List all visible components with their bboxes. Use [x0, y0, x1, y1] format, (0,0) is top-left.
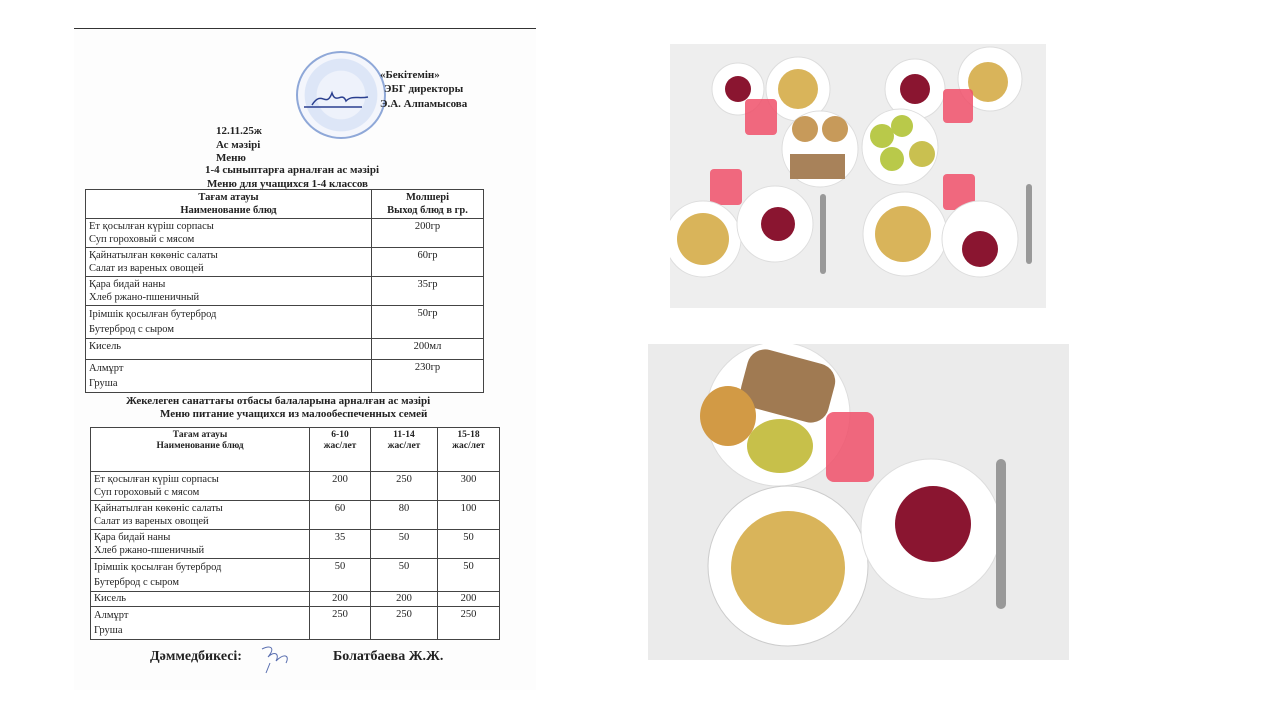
- table-row: Қайнатылған көкөніс салаты Салат из варен…: [90, 500, 500, 530]
- table-row: Қайнатылған көкөніс салаты Салат из варен…: [85, 247, 484, 277]
- director-signature: [304, 90, 369, 108]
- footer-name: Болатбаева Ж.Ж.: [333, 649, 444, 664]
- table-row: Кисель 200 200 200: [90, 591, 500, 607]
- photo-lunch-plate-closeup: [648, 344, 1069, 660]
- section2-title-kz: Жекелеген санаттағы отбасы балаларына ар…: [126, 395, 431, 407]
- table-row: Ет қосылған күріш сорпасы Суп гороховый с…: [85, 218, 484, 248]
- menu-date: 12.11.25ж: [216, 125, 262, 137]
- table-row: Ірімшік қосылған бутерброд Бутерброд с сы…: [85, 305, 484, 339]
- approval-line-3: Э.А. Алпамысова: [380, 98, 468, 110]
- menu-title-kz: Ас мәзірі: [216, 139, 261, 151]
- menu-title-ru: Меню: [216, 152, 246, 164]
- section2-title-ru: Меню питание учащихся из малообеспеченны…: [160, 408, 428, 420]
- menu-subtitle-ru: Меню для учащихся 1-4 классов: [207, 178, 368, 190]
- nurse-signature: [261, 646, 288, 674]
- table-row: Қара бидай наны Хлеб ржано-пшеничный 35 50 5…: [90, 529, 500, 559]
- footer-role: Дәммедбикесі:: [150, 649, 242, 664]
- table-row: Алмұрт Груша 230гр: [85, 359, 484, 393]
- official-seal-stamp: [296, 51, 386, 139]
- table1-header-name: Тағам атауы Наименование блюд: [85, 189, 372, 219]
- table-row: Қара бидай наны Хлеб ржано-пшеничный 35гр: [85, 276, 484, 306]
- table-row: Кисель 200мл: [85, 338, 484, 360]
- menu-document: «Бекітемін» ЭБГ директоры Э.А. Алпамысов…: [74, 28, 536, 690]
- menu-table-low-income: Тағам атауы Наименование блюд 6-10 жас/лет 1…: [90, 427, 500, 640]
- table-row: Ірімшік қосылған бутерброд Бутерброд с сы…: [90, 558, 500, 592]
- approval-line-1: «Бекітемін»: [380, 69, 440, 81]
- menu-subtitle-kz: 1-4 сыныптарға арналған ас мәзірі: [205, 164, 380, 176]
- approval-line-2: ЭБГ директоры: [384, 83, 464, 95]
- table1-header-amount: Молшері Выход блюд в гр.: [371, 189, 484, 219]
- photo-lunch-table-top: [670, 44, 1046, 308]
- table-row: Ет қосылған күріш сорпасы Суп гороховый с…: [90, 471, 500, 501]
- table-row: Алмұрт Груша 250 250 250: [90, 606, 500, 640]
- menu-table-grades-1-4: Тағам атауы Наименование блюд Молшері Выход…: [85, 189, 484, 393]
